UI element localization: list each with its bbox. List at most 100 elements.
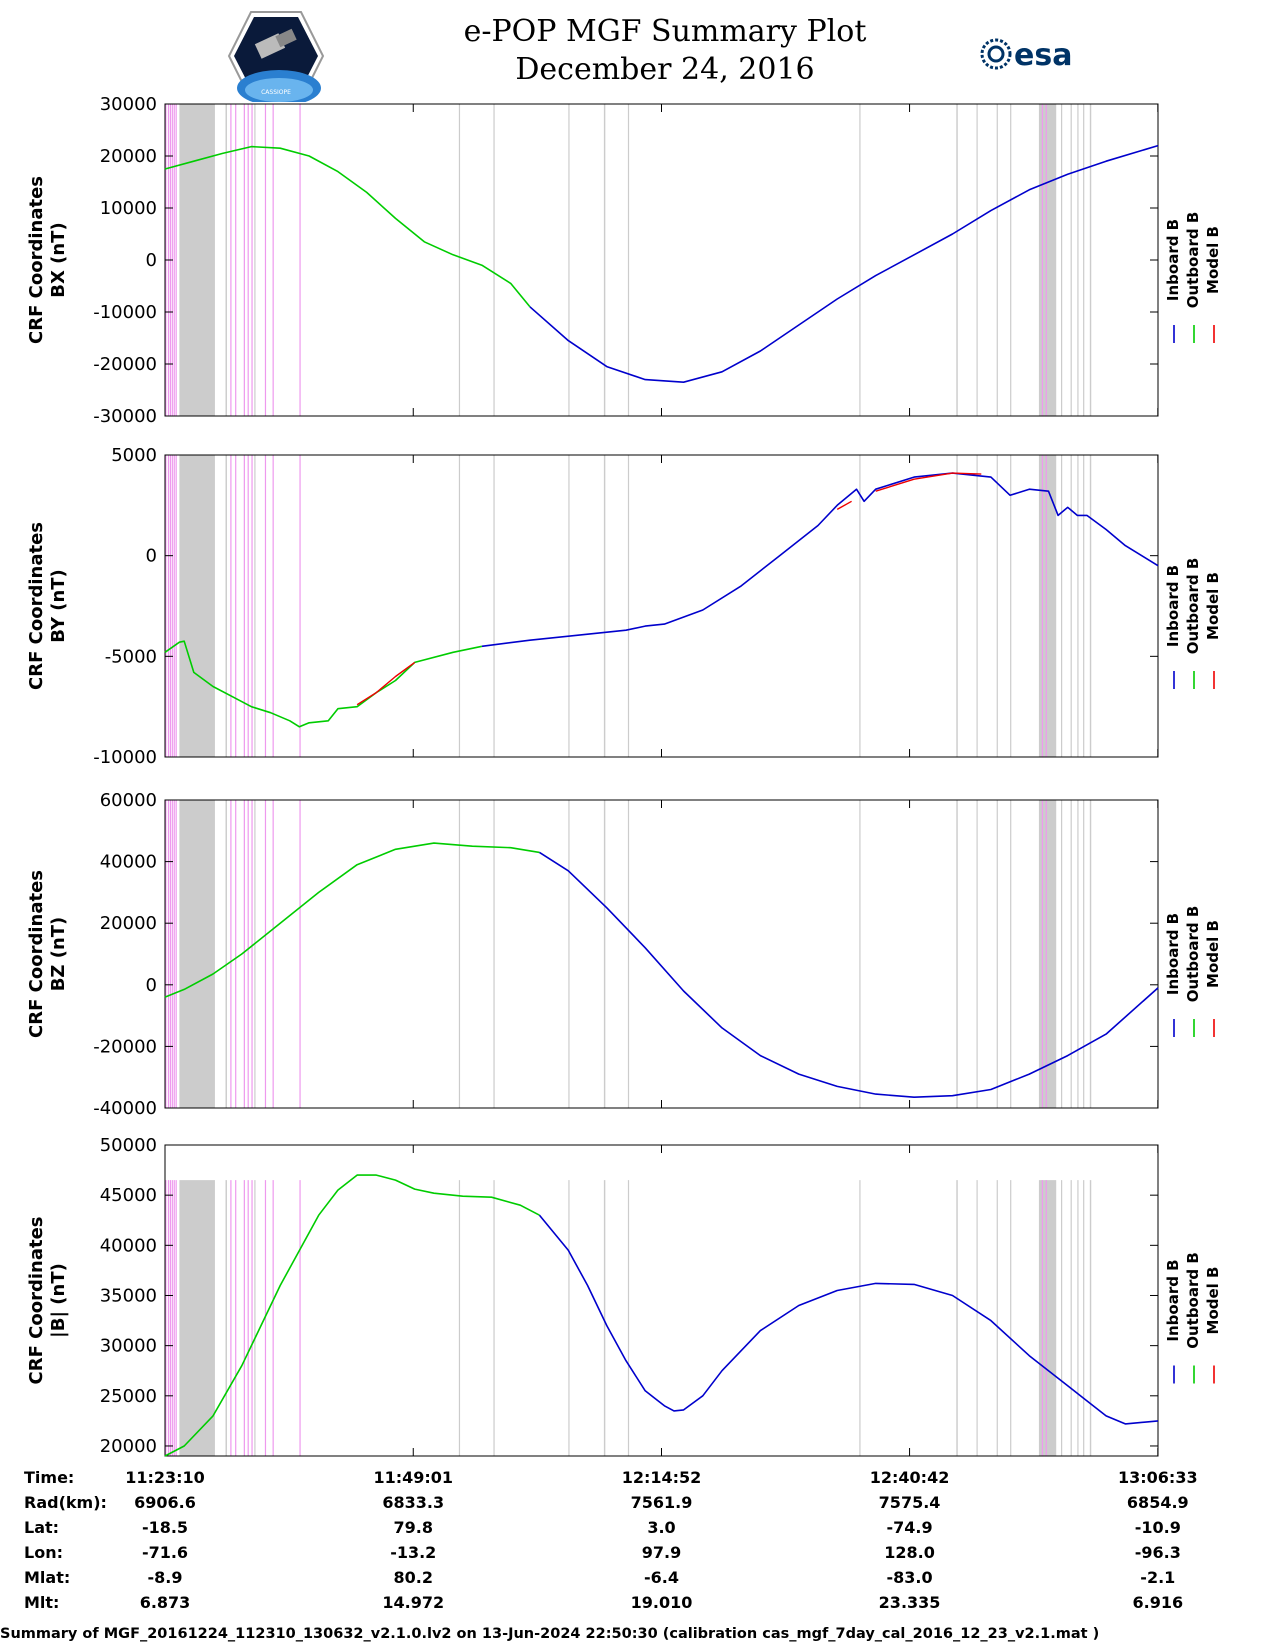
outboard-band — [299, 800, 301, 1108]
gap-band — [1083, 1180, 1085, 1456]
gap-band — [458, 455, 461, 757]
gap-band — [1089, 1180, 1092, 1456]
gap-band — [179, 104, 215, 416]
gap-band — [225, 104, 227, 416]
outboard-band — [235, 1180, 237, 1456]
y-tick-label: 40000 — [100, 1235, 157, 1256]
gap-band — [1070, 455, 1072, 757]
gap-band — [1038, 1180, 1057, 1456]
plot-frame — [164, 1144, 1159, 1457]
gap-band — [1070, 800, 1072, 1108]
gap-band — [179, 1180, 215, 1456]
outboard-band — [1041, 800, 1043, 1108]
cassiope-logo: CASSIOPE — [227, 11, 325, 102]
gap-band — [859, 800, 861, 1108]
gap-band — [1038, 455, 1057, 757]
gap-band — [1077, 104, 1079, 416]
gap-band — [568, 104, 570, 416]
outboard-band — [247, 1180, 249, 1456]
outboard-band — [272, 455, 274, 757]
outboard-band — [235, 800, 237, 1108]
plot-frame — [164, 799, 1159, 1109]
outboard-band — [235, 455, 237, 757]
outboard-band — [243, 104, 245, 416]
y-axis-label: CRF Coordinates — [26, 870, 47, 1038]
y-tick-label: -30000 — [93, 406, 157, 427]
y-tick-label: 40000 — [100, 852, 157, 873]
logo-left-text: CASSIOPE — [261, 89, 291, 96]
esa-logo: esa — [980, 38, 1072, 73]
y-tick-label: 20000 — [100, 146, 157, 167]
legend-label: Outboard B — [1184, 906, 1202, 1003]
gap-band — [493, 1180, 495, 1456]
y-tick-label: -5000 — [105, 646, 157, 667]
gap-band — [627, 800, 630, 1108]
y-tick-label: -20000 — [93, 1036, 157, 1057]
outboard-band — [175, 455, 177, 757]
outboard-band — [264, 800, 267, 1108]
y-tick-label: 60000 — [100, 790, 157, 811]
gap-band — [956, 104, 958, 416]
outboard-band — [235, 104, 237, 416]
y-tick-label: 45000 — [100, 1185, 157, 1206]
gap-band — [627, 1180, 630, 1456]
outboard-band — [243, 1180, 245, 1456]
gap-band — [976, 104, 978, 416]
outboard-band — [299, 455, 301, 757]
outboard-band — [1045, 455, 1047, 757]
series-line-outboard — [164, 145, 531, 308]
gap-band — [458, 800, 461, 1108]
gap-band — [568, 455, 570, 757]
outboard-band — [165, 800, 167, 1108]
outboard-band — [165, 1180, 167, 1456]
y-tick-label: 30000 — [100, 94, 157, 115]
gap-band — [976, 455, 978, 757]
outboard-band — [251, 1180, 253, 1456]
gap-band — [996, 455, 998, 757]
outboard-band — [1041, 455, 1043, 757]
outboard-band — [175, 104, 177, 416]
gap-band — [225, 1180, 227, 1456]
outboard-band — [251, 104, 253, 416]
legend-label: Inboard B — [1164, 219, 1182, 301]
gap-band — [254, 104, 256, 416]
gap-band — [458, 1180, 461, 1456]
gap-band — [458, 104, 461, 416]
outboard-band — [169, 455, 172, 757]
y-axis-label: CRF Coordinates — [26, 522, 47, 690]
gap-band — [1061, 800, 1063, 1108]
plot-frame — [164, 454, 1159, 758]
outboard-band — [165, 455, 167, 757]
outboard-band — [173, 1180, 175, 1456]
outboard-band — [272, 1180, 274, 1456]
y-tick-label: 20000 — [100, 913, 157, 934]
y-tick-label: 0 — [146, 975, 157, 996]
outboard-band — [171, 455, 173, 757]
outboard-band — [247, 800, 249, 1108]
gap-band — [254, 1180, 256, 1456]
outboard-band — [1045, 800, 1047, 1108]
gap-band — [1089, 455, 1092, 757]
y-axis-label: CRF Coordinates — [26, 1217, 47, 1385]
gap-band — [1083, 455, 1085, 757]
outboard-band — [243, 800, 245, 1108]
outboard-band — [230, 1180, 232, 1456]
outboard-band — [247, 104, 249, 416]
y-tick-label: -10000 — [93, 747, 157, 768]
outboard-band — [171, 800, 173, 1108]
legend-label: Model B — [1204, 226, 1222, 294]
outboard-band — [230, 800, 232, 1108]
gap-band — [1010, 455, 1012, 757]
gap-band — [603, 455, 606, 757]
gap-band — [603, 104, 606, 416]
gap-band — [225, 800, 227, 1108]
gap-band — [179, 800, 215, 1108]
gap-band — [1083, 104, 1085, 416]
y-tick-label: 30000 — [100, 1336, 157, 1357]
gap-band — [1070, 104, 1072, 416]
outboard-band — [264, 104, 267, 416]
y-tick-label: 50000 — [100, 1135, 157, 1156]
legend-label: Outboard B — [1184, 1252, 1202, 1349]
gap-band — [254, 800, 256, 1108]
outboard-band — [173, 455, 175, 757]
